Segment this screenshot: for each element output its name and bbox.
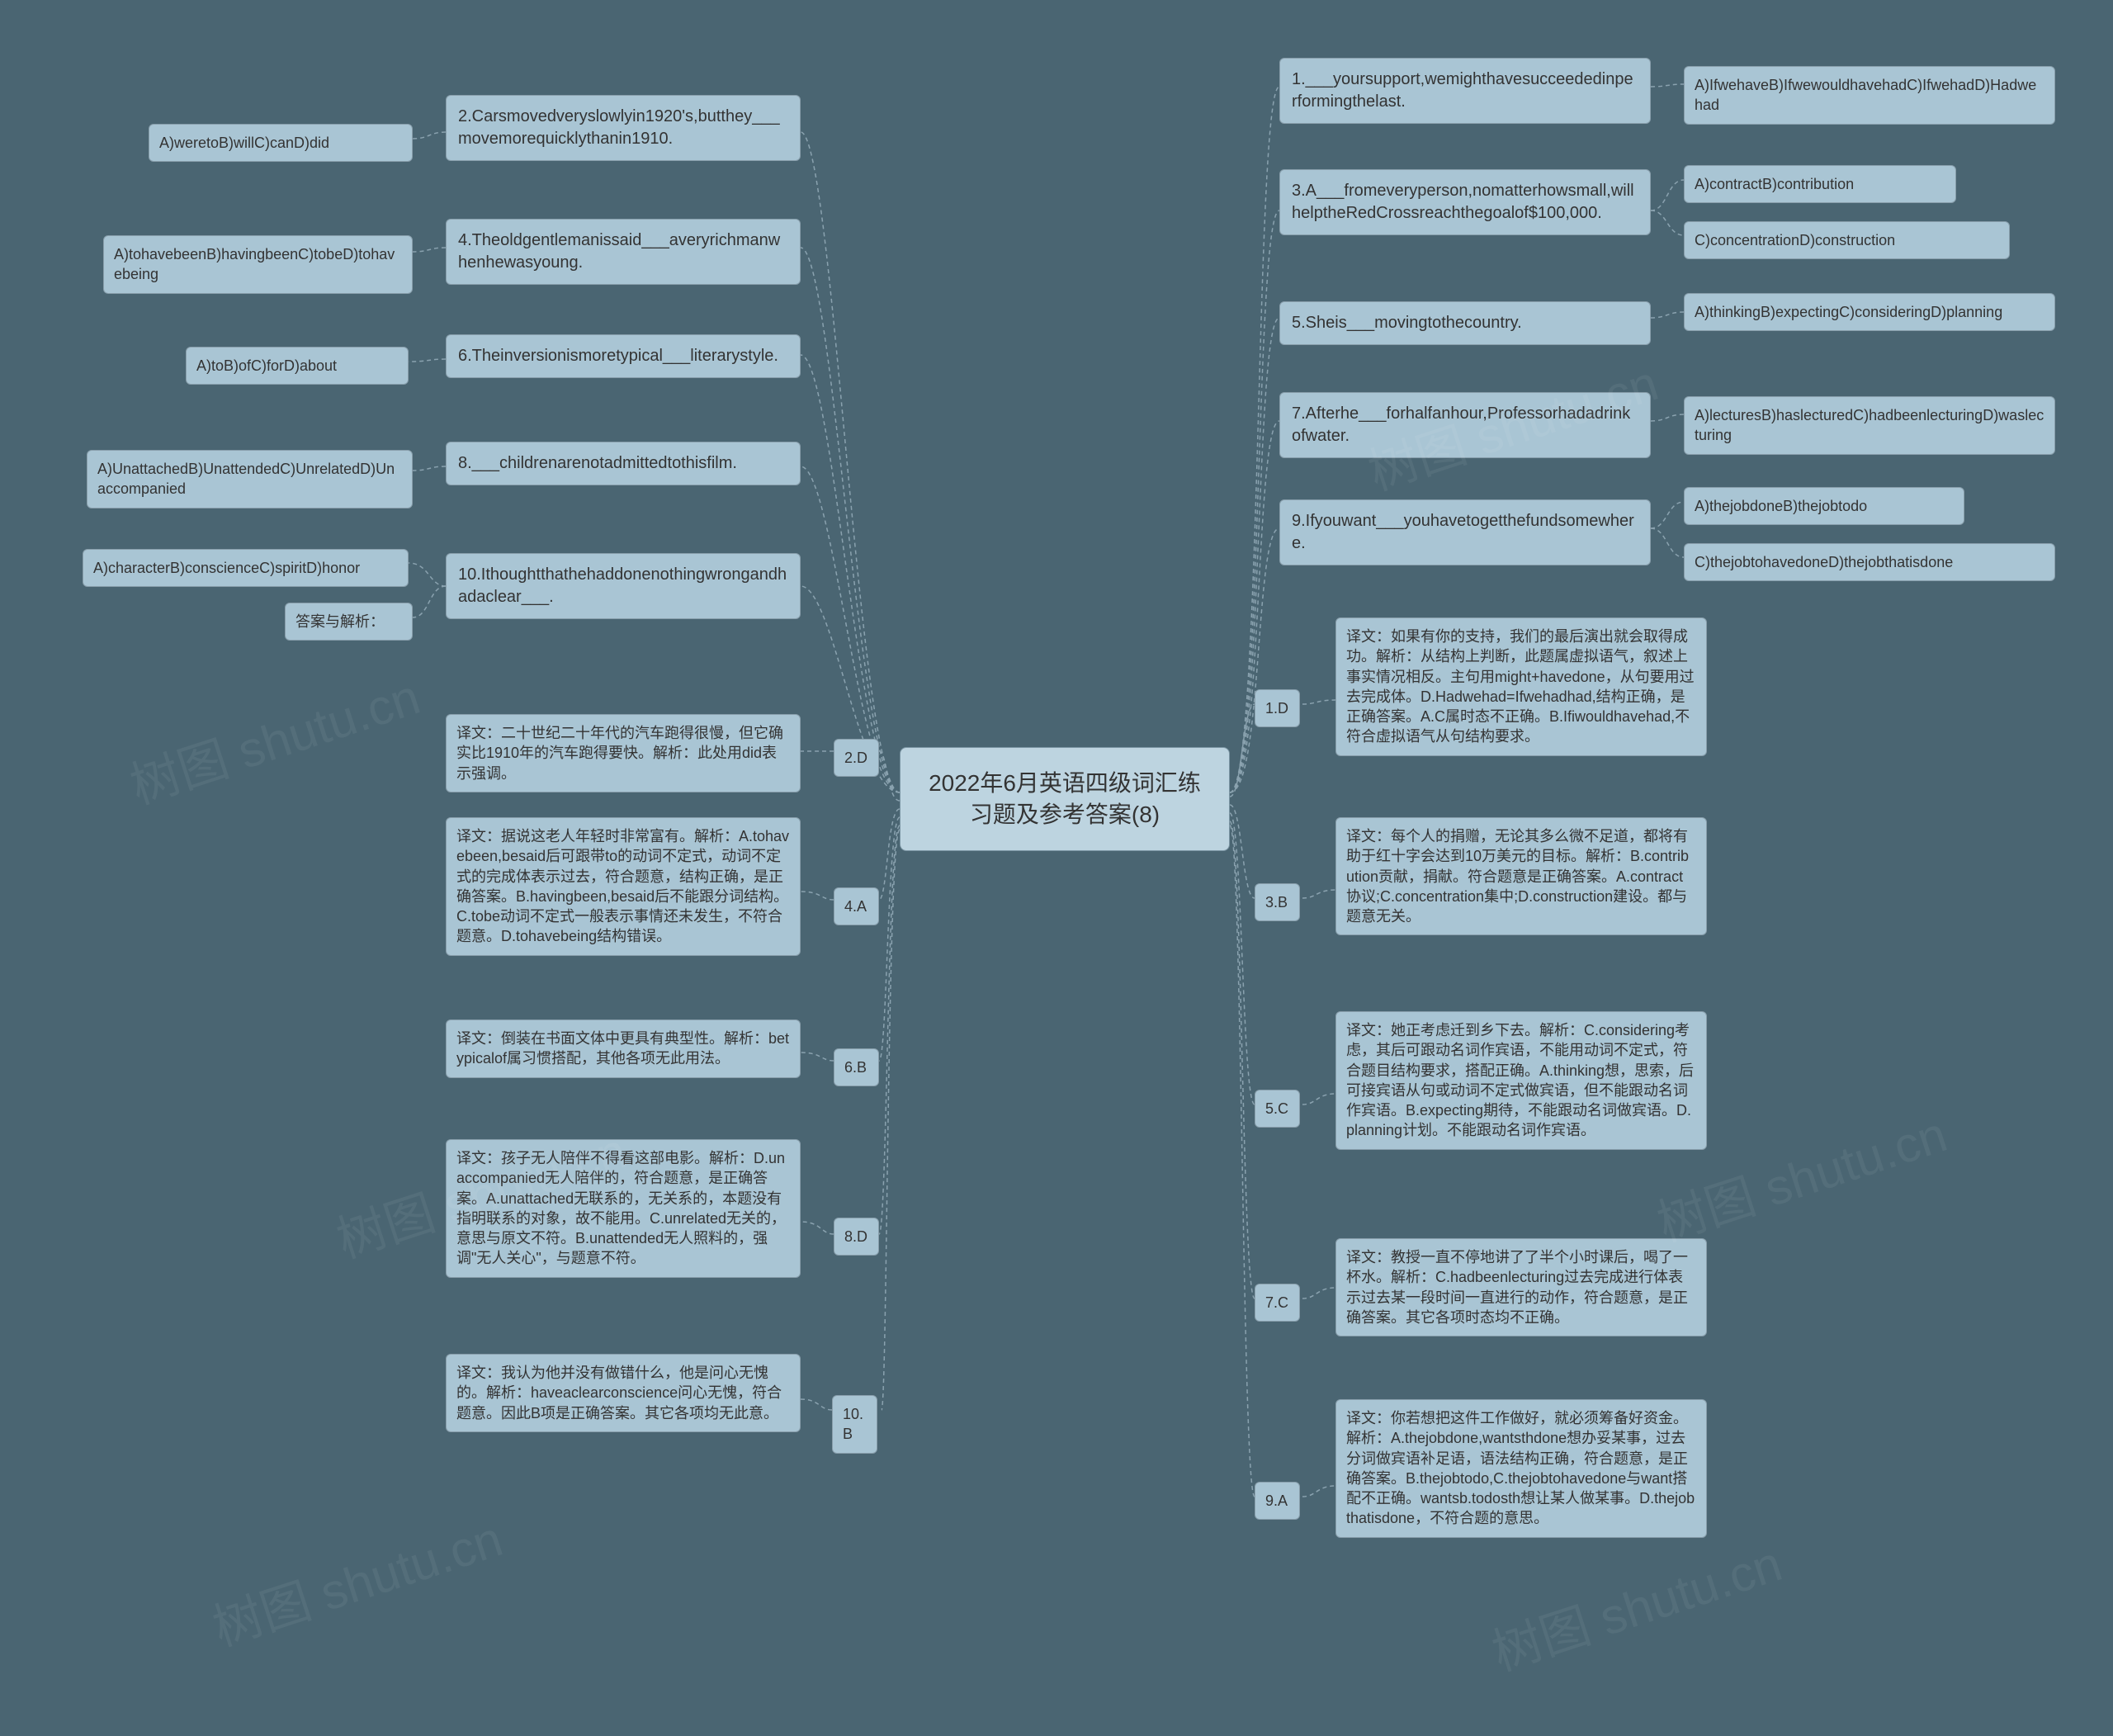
option-node-q1-0[interactable]: A)IfwehaveB)IfwewouldhavehadC)IfwehadD)H… xyxy=(1684,66,2055,125)
question-node-q3[interactable]: 3.A___fromeveryperson,nomatterhowsmall,w… xyxy=(1279,169,1651,235)
question-node-q5[interactable]: 5.Sheis___movingtothecountry. xyxy=(1279,301,1651,345)
answer-text-a2[interactable]: 译文：二十世纪二十年代的汽车跑得很慢，但它确实比1910年的汽车跑得要快。解析：… xyxy=(446,714,801,792)
answer-text-a1[interactable]: 译文：如果有你的支持，我们的最后演出就会取得成功。解析：从结构上判断，此题属虚拟… xyxy=(1335,617,1707,756)
answer-text-a8[interactable]: 译文：孩子无人陪伴不得看这部电影。解析：D.unaccompanied无人陪伴的… xyxy=(446,1139,801,1278)
answer-num-a5[interactable]: 5.C xyxy=(1255,1090,1300,1128)
answer-text-a9[interactable]: 译文：你若想把这件工作做好，就必须筹备好资金。解析：A.thejobdone,w… xyxy=(1335,1399,1707,1538)
option-node-q8-0[interactable]: A)UnattachedB)UnattendedC)UnrelatedD)Una… xyxy=(87,450,413,509)
question-node-q10[interactable]: 10.Ithoughtthathehaddonenothingwrongandh… xyxy=(446,553,801,619)
question-node-q6[interactable]: 6.Theinversionismoretypical___literaryst… xyxy=(446,334,801,378)
option-node-q9-1[interactable]: C)thejobtohavedoneD)thejobthatisdone xyxy=(1684,543,2055,581)
question-node-q8[interactable]: 8.___childrenarenotadmittedtothisfilm. xyxy=(446,442,801,485)
watermark-0: 树图 shutu.cn xyxy=(120,657,428,818)
answer-num-a7[interactable]: 7.C xyxy=(1255,1284,1300,1322)
answer-num-a10[interactable]: 10.B xyxy=(832,1395,877,1454)
option-node-q4-0[interactable]: A)tohavebeenB)havingbeenC)tobeD)tohavebe… xyxy=(103,235,413,294)
answer-num-a3[interactable]: 3.B xyxy=(1255,883,1300,921)
answer-num-a1[interactable]: 1.D xyxy=(1255,689,1300,727)
answer-text-a10[interactable]: 译文：我认为他并没有做错什么，他是问心无愧的。解析：haveaclearcons… xyxy=(446,1354,801,1432)
option-node-q10-1[interactable]: 答案与解析： xyxy=(285,603,413,641)
mindmap-canvas: 2022年6月英语四级词汇练习题及参考答案(8) 2.Carsmovedvery… xyxy=(0,0,2113,1736)
answer-num-a2[interactable]: 2.D xyxy=(834,739,879,777)
question-node-q4[interactable]: 4.Theoldgentlemanissaid___averyrichmanwh… xyxy=(446,219,801,285)
answer-num-a6[interactable]: 6.B xyxy=(834,1048,879,1086)
option-node-q10-0[interactable]: A)characterB)conscienceC)spiritD)honor xyxy=(83,549,409,587)
answer-num-a9[interactable]: 9.A xyxy=(1255,1482,1300,1520)
watermark-2: 树图 shutu.cn xyxy=(202,1499,510,1660)
option-node-q3-1[interactable]: C)concentrationD)construction xyxy=(1684,221,2010,259)
answer-num-a8[interactable]: 8.D xyxy=(834,1218,879,1256)
option-node-q2-0[interactable]: A)weretoB)willC)canD)did xyxy=(149,124,413,162)
option-node-q5-0[interactable]: A)thinkingB)expectingC)consideringD)plan… xyxy=(1684,293,2055,331)
option-node-q3-0[interactable]: A)contractB)contribution xyxy=(1684,165,1956,203)
answer-text-a6[interactable]: 译文：倒装在书面文体中更具有典型性。解析：betypicalof属习惯搭配，其他… xyxy=(446,1019,801,1078)
option-node-q9-0[interactable]: A)thejobdoneB)thejobtodo xyxy=(1684,487,1964,525)
answer-num-a4[interactable]: 4.A xyxy=(834,887,879,925)
watermark-5: 树图 shutu.cn xyxy=(1482,1524,1789,1685)
answer-text-a7[interactable]: 译文：教授一直不停地讲了了半个小时课后，喝了一杯水。解析：C.hadbeenle… xyxy=(1335,1238,1707,1336)
question-node-q2[interactable]: 2.Carsmovedveryslowlyin1920's,butthey___… xyxy=(446,95,801,161)
option-node-q6-0[interactable]: A)toB)ofC)forD)about xyxy=(186,347,409,385)
question-node-q9[interactable]: 9.Ifyouwant___youhavetogetthefundsomewhe… xyxy=(1279,499,1651,565)
answer-text-a4[interactable]: 译文：据说这老人年轻时非常富有。解析：A.tohavebeen,besaid后可… xyxy=(446,817,801,956)
question-node-q1[interactable]: 1.___yoursupport,wemighthavesucceededinp… xyxy=(1279,58,1651,124)
option-node-q7-0[interactable]: A)lecturesB)haslecturedC)hadbeenlecturin… xyxy=(1684,396,2055,455)
answer-text-a3[interactable]: 译文：每个人的捐赠，无论其多么微不足道，都将有助于红十字会达到10万美元的目标。… xyxy=(1335,817,1707,935)
answer-text-a5[interactable]: 译文：她正考虑迁到乡下去。解析：C.considering考虑，其后可跟动名词作… xyxy=(1335,1011,1707,1150)
question-node-q7[interactable]: 7.Afterhe___forhalfanhour,Professorhadad… xyxy=(1279,392,1651,458)
center-topic[interactable]: 2022年6月英语四级词汇练习题及参考答案(8) xyxy=(900,747,1230,851)
